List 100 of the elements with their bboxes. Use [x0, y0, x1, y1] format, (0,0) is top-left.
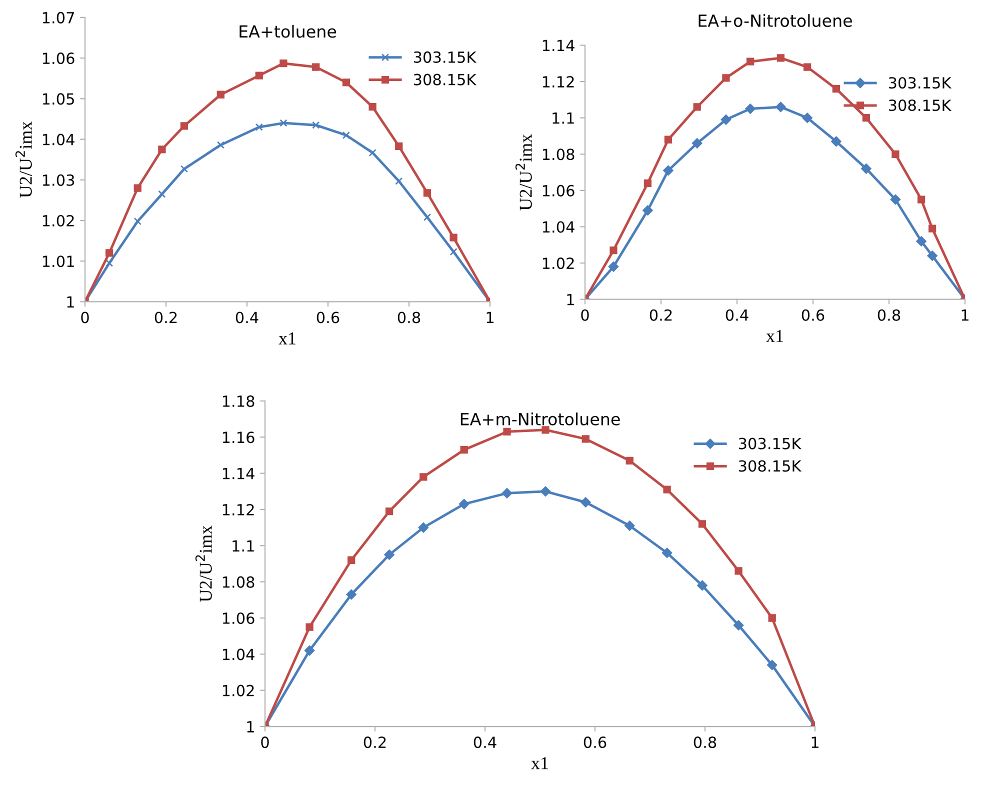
y-tick-label: 1.14 — [222, 468, 254, 480]
y-tick-label: 1.14 — [542, 40, 574, 52]
point — [216, 90, 224, 98]
point — [862, 114, 870, 122]
point — [692, 138, 702, 148]
x-tick-label: 0.2 — [154, 312, 177, 324]
point — [722, 74, 730, 82]
point — [917, 196, 926, 204]
point — [346, 589, 356, 600]
y-tick-label: 1.02 — [542, 258, 574, 270]
point — [693, 103, 701, 111]
point — [134, 217, 142, 226]
point — [803, 63, 812, 71]
point — [368, 102, 376, 111]
point — [395, 142, 403, 150]
point — [698, 520, 706, 528]
point — [927, 250, 938, 261]
point — [662, 548, 672, 558]
x-tick-label: 0.2 — [364, 736, 386, 748]
point — [861, 164, 872, 174]
point — [342, 131, 350, 140]
point — [503, 428, 511, 436]
point — [280, 119, 288, 127]
y-tick-label: 1.12 — [222, 504, 254, 516]
x-tick-label: 0.4 — [474, 736, 496, 748]
point — [342, 78, 350, 86]
point — [608, 262, 619, 272]
point — [802, 112, 812, 123]
point — [312, 121, 320, 129]
x-tick-label: 0 — [261, 736, 269, 748]
y-tick-label: 1.01 — [42, 256, 74, 268]
point — [733, 620, 744, 630]
point — [720, 114, 732, 125]
chart-title: EA+toluene — [240, 24, 336, 38]
point — [280, 60, 288, 68]
x-tick-label: 0.2 — [650, 309, 672, 321]
point — [768, 614, 776, 622]
point — [610, 246, 618, 254]
y-tick-label: 1 — [67, 296, 74, 308]
point — [540, 486, 551, 497]
legend-label: 308.15K — [738, 460, 802, 472]
x-tick-label: 0.4 — [726, 309, 748, 321]
point — [624, 520, 635, 531]
point — [395, 177, 403, 185]
x-axis-title: x1 — [278, 332, 296, 344]
point — [418, 522, 429, 533]
point — [663, 165, 674, 176]
point — [776, 54, 785, 62]
y-tick-label: 1.05 — [42, 93, 74, 105]
legend-label: 303.15K — [414, 51, 477, 63]
point — [502, 488, 512, 498]
point — [663, 486, 671, 494]
x-tick-label: 1 — [962, 310, 968, 321]
point — [306, 623, 314, 631]
y-tick-label: 1.06 — [542, 184, 574, 196]
point — [384, 550, 394, 560]
y-tick-label: 1.06 — [42, 52, 74, 64]
point — [697, 580, 708, 591]
legend-label: 308.15K — [888, 99, 952, 112]
y-tick-label: 1.18 — [222, 395, 254, 407]
y-tick-label: 1.06 — [222, 612, 254, 624]
x-tick-label: 1 — [486, 312, 494, 324]
point — [458, 498, 470, 510]
y-axis-title: U2/U$^{2}$imx — [195, 526, 212, 602]
point — [892, 150, 900, 158]
x-axis-title: x1 — [766, 330, 783, 342]
x-tick-label: 0.4 — [236, 312, 258, 324]
x-tick-label: 0 — [81, 312, 89, 324]
x-tick-label: 0.6 — [584, 736, 606, 748]
point — [158, 190, 166, 198]
y-tick-label: 1.02 — [222, 684, 254, 696]
point — [626, 456, 634, 464]
x-tick-label: 1 — [812, 736, 818, 748]
point — [105, 259, 114, 267]
point — [134, 184, 142, 192]
point — [304, 645, 315, 656]
point — [766, 660, 778, 670]
point — [423, 213, 432, 222]
y-axis-title: U2/U$^{2}$imx — [15, 121, 32, 198]
y-tick-label: 1.08 — [222, 576, 254, 588]
x-tick-label: 0.8 — [694, 736, 716, 748]
point — [460, 446, 468, 454]
point — [450, 234, 458, 242]
x-tick-label: 0.8 — [398, 312, 420, 324]
y-tick-label: 1.1 — [552, 112, 574, 124]
point — [580, 497, 591, 508]
point — [831, 136, 842, 147]
chart-title: EA+o-Nitrotoluene — [698, 14, 852, 27]
y-tick-label: 1 — [567, 294, 574, 306]
y-tick-label: 1.04 — [222, 648, 254, 660]
point — [420, 473, 428, 481]
point — [216, 141, 224, 149]
y-tick-label: 1.07 — [42, 12, 74, 24]
x-tick-label: 0.6 — [802, 309, 824, 321]
point — [832, 84, 840, 93]
point — [928, 224, 936, 232]
point — [644, 179, 652, 188]
legend-label: 303.15K — [888, 77, 952, 89]
point — [450, 248, 458, 256]
y-tick-label: 1.12 — [542, 76, 574, 88]
